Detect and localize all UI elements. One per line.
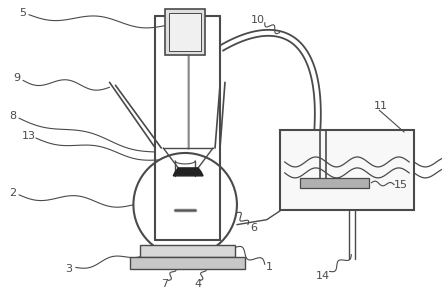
Text: 7: 7 [161,279,168,289]
Text: 6: 6 [250,223,257,233]
Bar [280,130,414,210]
Text: 14: 14 [315,271,330,281]
Bar [130,257,245,269]
Text: 13: 13 [22,131,36,141]
Text: 9: 9 [13,73,20,83]
Text: 15: 15 [394,180,408,190]
Text: 11: 11 [374,101,388,111]
Text: 2: 2 [9,188,16,198]
Text: 4: 4 [194,279,202,289]
Text: 1: 1 [266,263,273,272]
Text: 8: 8 [9,111,16,121]
Bar [169,13,201,51]
Polygon shape [173,168,203,176]
Text: 10: 10 [251,15,265,25]
Bar [165,9,205,55]
Text: 3: 3 [65,264,72,274]
Bar [299,178,369,188]
Bar [140,245,235,257]
Text: 5: 5 [19,8,27,18]
